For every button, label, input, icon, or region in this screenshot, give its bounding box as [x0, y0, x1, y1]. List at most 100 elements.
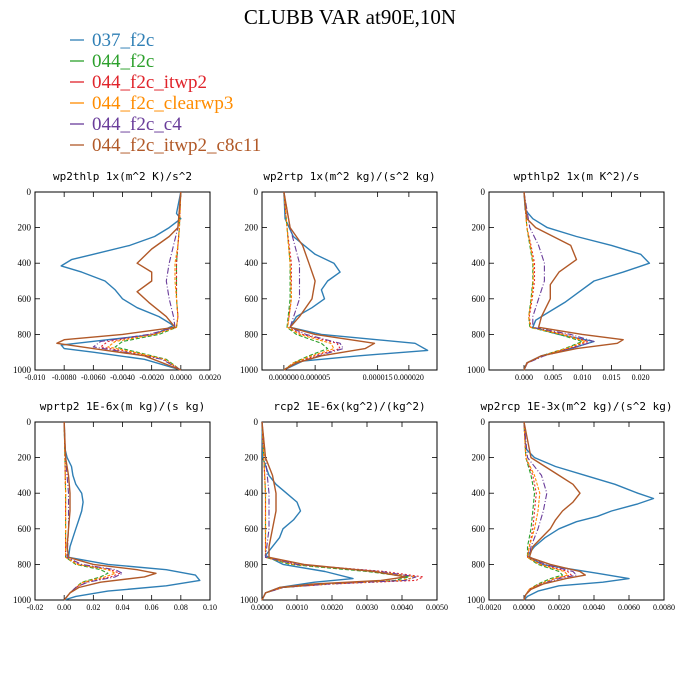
legend-label: 044_f2c	[92, 51, 154, 72]
y-tick-label: 600	[245, 294, 259, 304]
series-line-044_f2c	[63, 421, 109, 601]
x-tick-label: 0.02	[86, 603, 100, 612]
panel: wpthlp2 1x(m K^2)/s 0 200 400 600 800 1000 0.00…	[467, 170, 665, 382]
panel-title: rcp2 1E-6x(kg^2)/(kg^2)	[273, 400, 425, 413]
x-tick-label: 0.010	[573, 373, 591, 382]
x-tick-label: 0.0020	[199, 373, 221, 382]
y-tick-label: 800	[18, 329, 32, 339]
x-tick-label: 0.06	[145, 603, 159, 612]
y-tick-label: 200	[18, 223, 32, 233]
y-tick-label: 200	[245, 453, 259, 463]
legend-entry: 037_f2c	[70, 30, 154, 51]
plot-frame	[261, 421, 438, 601]
y-tick-label: 400	[18, 258, 32, 268]
series-line-044_f2c_c4	[523, 421, 578, 601]
series-line-044_f2c_c4	[261, 421, 417, 601]
x-tick-label: -0.02	[27, 603, 44, 612]
legend: 037_f2c044_f2c044_f2c_itwp2044_f2c_clear…	[70, 30, 261, 156]
series-line-044_f2c_c4	[63, 421, 124, 601]
plot-frame	[488, 191, 665, 371]
series-line-044_f2c_clearwp3	[283, 191, 335, 371]
x-tick-label: 0.000	[515, 373, 533, 382]
series-line-044_f2c_itwp2	[63, 421, 121, 601]
y-tick-label: 0	[254, 417, 259, 427]
series-line-044_f2c_itwp2	[100, 191, 182, 371]
series-line-044_f2c	[283, 191, 329, 371]
panel-title: wpthlp2 1x(m K^2)/s	[514, 170, 640, 183]
y-tick-label: 600	[18, 294, 32, 304]
x-tick-label: 0.005	[544, 373, 562, 382]
y-tick-label: 800	[472, 329, 486, 339]
x-tick-label: 0.020	[632, 373, 650, 382]
panel: wprtp2 1E-6x(m kg)/(s kg) 0 200 400 600 800 10…	[13, 400, 217, 612]
y-tick-label: 400	[245, 258, 259, 268]
legend-entry: 044_f2c_clearwp3	[70, 93, 233, 114]
y-tick-label: 1000	[467, 365, 486, 375]
series-line-044_f2c_itwp2_c8c11	[523, 421, 586, 601]
y-tick-label: 800	[245, 329, 259, 339]
x-tick-label: 0.0080	[653, 603, 675, 612]
legend-entry: 044_f2c	[70, 51, 154, 72]
x-tick-label: 0.0030	[356, 603, 378, 612]
x-tick-label: 0.0020	[548, 603, 570, 612]
panel: rcp2 1E-6x(kg^2)/(kg^2) 0 200 400 600 800 1000…	[240, 400, 448, 612]
y-tick-label: 200	[472, 223, 486, 233]
panel: wp2thlp 1x(m^2 K)/s^202004006008001000-0…	[13, 170, 221, 382]
series-line-044_f2c_itwp2	[523, 191, 589, 371]
series-line-044_f2c_clearwp3	[107, 191, 182, 371]
x-tick-label: -0.0020	[139, 373, 164, 382]
y-tick-label: 1000	[13, 365, 32, 375]
y-tick-label: 600	[472, 294, 486, 304]
y-tick-label: 400	[472, 258, 486, 268]
legend-entry: 044_f2c_itwp2_c8c11	[70, 135, 261, 156]
x-tick-label: 0.000020	[394, 373, 424, 382]
x-tick-label: 0.0020	[321, 603, 343, 612]
panels: wp2thlp 1x(m^2 K)/s^202004006008001000-0…	[13, 170, 675, 612]
x-tick-label: 0.0000	[170, 373, 192, 382]
y-tick-label: 1000	[240, 365, 259, 375]
x-tick-label: 0.0040	[391, 603, 413, 612]
x-tick-label: 0.10	[203, 603, 217, 612]
y-tick-label: 800	[245, 559, 259, 569]
y-tick-label: 0	[254, 187, 259, 197]
series-line-037_f2c	[523, 421, 655, 601]
y-tick-label: 200	[18, 453, 32, 463]
y-tick-label: 1000	[240, 595, 259, 605]
y-tick-label: 400	[472, 488, 486, 498]
y-tick-label: 800	[18, 559, 32, 569]
series-line-037_f2c	[283, 191, 429, 371]
series-line-037_f2c	[261, 421, 354, 601]
legend-entry: 044_f2c_c4	[70, 114, 182, 135]
series-line-044_f2c_itwp2_c8c11	[283, 191, 376, 371]
series-line-037_f2c	[60, 191, 182, 371]
legend-entry: 044_f2c_itwp2	[70, 72, 207, 93]
y-tick-label: 0	[481, 417, 486, 427]
x-tick-label: 0.0000	[513, 603, 535, 612]
panel: wp2rtp 1x(m^2 kg)/(s^2 kg) 0 200 400 600 800 1…	[240, 170, 438, 382]
series-line-044_f2c_itwp2_c8c11	[523, 191, 624, 371]
y-tick-label: 600	[472, 524, 486, 534]
series-line-044_f2c_itwp2_c8c11	[261, 421, 407, 601]
x-tick-label: 0.0040	[583, 603, 605, 612]
y-tick-label: 600	[18, 524, 32, 534]
legend-label: 037_f2c	[92, 30, 154, 51]
series-line-044_f2c_c4	[283, 191, 344, 371]
panel: wp2rcp 1E-3x(m^2 kg)/(s^2 kg) 0 200 400 600 8…	[467, 400, 675, 612]
y-tick-label: 800	[472, 559, 486, 569]
series-line-044_f2c_itwp2	[283, 191, 341, 371]
x-tick-label: 0.0000	[251, 603, 273, 612]
series-line-044_f2c	[523, 421, 564, 601]
y-tick-label: 0	[27, 187, 32, 197]
x-tick-label: 0.000015	[363, 373, 393, 382]
series-line-044_f2c	[114, 191, 182, 371]
series-line-044_f2c_itwp2_c8c11	[63, 421, 157, 601]
plot-frame	[261, 191, 438, 371]
x-tick-label: 0.000000	[269, 373, 299, 382]
x-tick-label: 0.015	[603, 373, 621, 382]
y-tick-label: 400	[18, 488, 32, 498]
series-line-037_f2c	[523, 191, 651, 371]
y-tick-label: 400	[245, 488, 259, 498]
y-tick-label: 0	[481, 187, 486, 197]
legend-label: 044_f2c_clearwp3	[92, 93, 233, 114]
